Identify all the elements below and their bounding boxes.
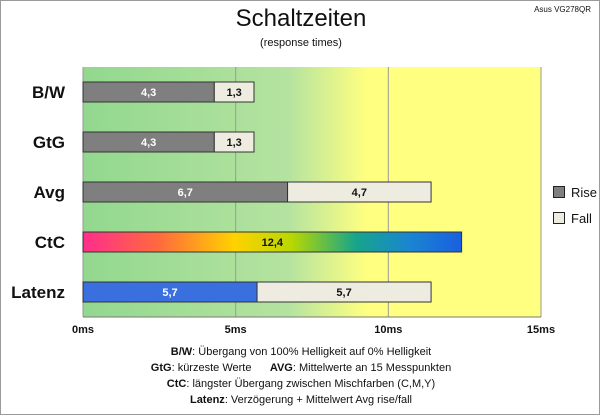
category-label: CtC	[35, 233, 65, 252]
footer-line-bw: B/W: Übergang von 100% Helligkeit auf 0%…	[1, 344, 600, 360]
data-label-rise: 6,7	[178, 187, 193, 199]
data-label-fall: 5,7	[336, 287, 351, 299]
footer-term-bw: B/W	[170, 346, 193, 358]
bar-rise	[82, 231, 463, 253]
legend: Rise Fall	[553, 179, 600, 231]
plot-area: B/W 4,3 1,3 GtG 4,3 1,3 Avg 6,7 4,7 CtC 12,4 Latenz…	[11, 67, 555, 336]
legend-swatch-rise	[553, 186, 565, 198]
footer-text-ctc: : längster Übergang zwischen Mischfarben…	[186, 378, 436, 390]
data-label-rise: 4,3	[141, 137, 156, 149]
category-label: Latenz	[11, 283, 65, 302]
legend-item-rise: Rise	[553, 179, 600, 205]
x-tick-label: 0ms	[72, 324, 94, 336]
footer-text-latenz: : Verzögerung + Mittelwert Avg rise/fall	[224, 394, 413, 406]
legend-label-fall: Fall	[571, 210, 592, 226]
chart-title: Schaltzeiten	[235, 5, 367, 32]
footer-notes: B/W: Übergang von 100% Helligkeit auf 0%…	[1, 344, 600, 408]
model-label: Asus VG278QR	[534, 5, 591, 14]
footer-term-latenz: Latenz	[189, 394, 225, 406]
legend-item-fall: Fall	[553, 205, 600, 231]
bar-fall	[213, 131, 255, 153]
data-label-rise: 5,7	[162, 287, 177, 299]
bar-fall	[213, 81, 255, 103]
category-label: GtG	[33, 133, 65, 152]
bar-fall	[287, 181, 432, 203]
footer-term-ctc: CtC	[166, 378, 187, 390]
footer-term-avg: AVG	[269, 362, 293, 374]
footer-text-avg: : Mittelwerte an 15 Messpunkten	[292, 362, 452, 374]
footer-text-bw: : Übergang von 100% Helligkeit auf 0% He…	[192, 346, 432, 358]
footer-line-gtg: GtG: kürzeste Werte AVG: Mittelwerte an …	[1, 360, 600, 376]
category-label: Avg	[34, 183, 66, 202]
data-label-rise: 4,3	[141, 87, 156, 99]
x-tick-label: 15ms	[527, 324, 555, 336]
data-label-fall: 1,3	[226, 87, 241, 99]
data-label-rise: 12,4	[262, 237, 284, 249]
footer-text-gtg: : kürzeste Werte	[171, 362, 252, 374]
chart-subtitle: (response times)	[260, 37, 342, 49]
data-label-fall: 1,3	[226, 137, 241, 149]
legend-label-rise: Rise	[571, 184, 598, 200]
footer-line-ctc: CtC: längster Übergang zwischen Mischfar…	[1, 376, 600, 392]
category-label: B/W	[32, 83, 66, 102]
x-tick-label: 10ms	[374, 324, 402, 336]
data-label-fall: 4,7	[352, 187, 367, 199]
legend-swatch-fall	[553, 212, 565, 224]
footer-term-gtg: GtG	[150, 362, 172, 374]
footer-line-latenz: Latenz: Verzögerung + Mittelwert Avg ris…	[1, 392, 600, 408]
bar-fall	[256, 281, 432, 303]
x-tick-label: 5ms	[225, 324, 247, 336]
